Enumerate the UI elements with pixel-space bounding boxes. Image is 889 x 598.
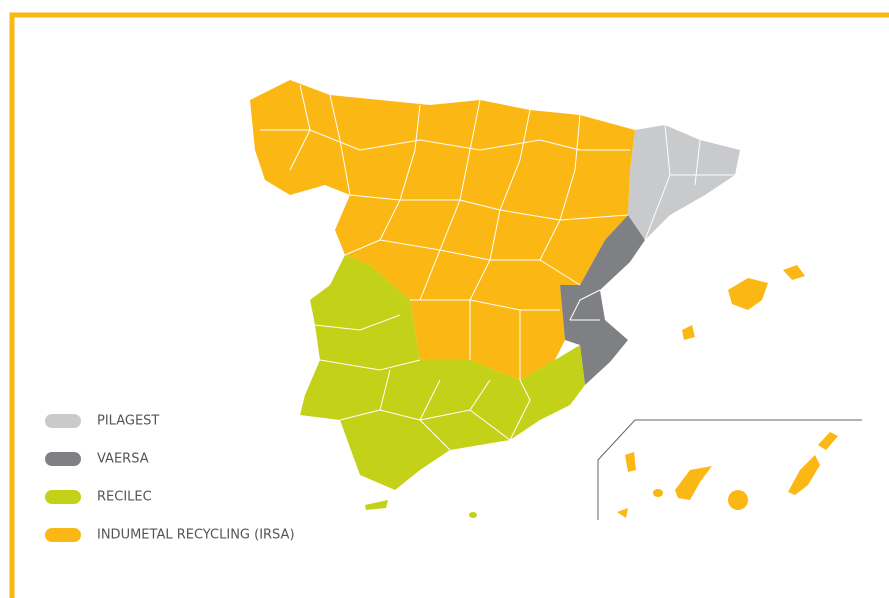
legend: PILAGEST VAERSA RECILEC INDUMETAL RECYCLING… xyxy=(45,414,295,543)
legend-swatch xyxy=(45,414,81,428)
region-balearic xyxy=(682,325,695,340)
region-vaersa xyxy=(560,215,645,385)
legend-label: PILAGEST xyxy=(97,414,159,429)
region-recilec xyxy=(300,255,585,490)
map xyxy=(250,80,862,520)
region-balearic xyxy=(728,278,768,310)
region-canary xyxy=(675,466,712,500)
region-canary xyxy=(625,452,636,472)
legend-swatch xyxy=(45,528,81,542)
region-recilec xyxy=(469,512,477,518)
legend-swatch xyxy=(45,490,81,504)
region-canary xyxy=(653,489,663,497)
frame xyxy=(9,12,889,598)
region-canary xyxy=(728,490,748,510)
region-recilec xyxy=(365,500,388,510)
canary-inset-border xyxy=(597,419,862,520)
province-borders xyxy=(260,84,735,451)
region-canary xyxy=(818,432,838,450)
region-indumetal xyxy=(250,80,635,380)
legend-label: RECILEC xyxy=(97,490,152,505)
region-balearic xyxy=(783,265,805,280)
region-canary xyxy=(617,508,628,518)
legend-label: INDUMETAL RECYCLING (IRSA) xyxy=(97,528,295,543)
legend-swatch xyxy=(45,452,81,466)
region-canary xyxy=(788,455,820,495)
legend-label: VAERSA xyxy=(97,452,149,467)
